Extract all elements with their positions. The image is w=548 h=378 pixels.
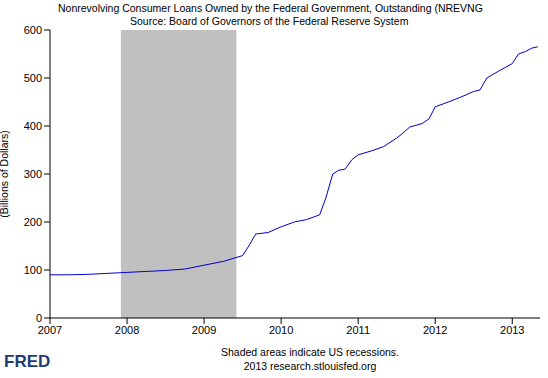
svg-text:400: 400	[24, 120, 42, 132]
svg-text:2008: 2008	[115, 324, 139, 336]
html-text:Source: Board of Governors of: Source: Board of Governors of the Federa…	[130, 15, 409, 27]
svg-text:0: 0	[36, 312, 42, 324]
html-text:Shaded areas indicate US reces: Shaded areas indicate US recessions.	[221, 346, 399, 358]
svg-text:300: 300	[24, 168, 42, 180]
svg-text:2012: 2012	[423, 324, 447, 336]
html-text:Nonrevolving Consumer Loans Ow: Nonrevolving Consumer Loans Owned by the…	[58, 2, 483, 14]
svg-text:200: 200	[24, 216, 42, 228]
svg-text:100: 100	[24, 264, 42, 276]
svg-text:(Billions of Dollars): (Billions of Dollars)	[8, 130, 10, 218]
svg-text:2009: 2009	[192, 324, 216, 336]
svg-text:2007: 2007	[38, 324, 62, 336]
html-text:FRED: FRED	[4, 352, 51, 371]
svg-text:2010: 2010	[269, 324, 293, 336]
html-text:2013 research.stlouisfed.org: 2013 research.stlouisfed.org	[243, 360, 377, 372]
svg-text:2011: 2011	[346, 324, 370, 336]
svg-text:2013: 2013	[500, 324, 524, 336]
svg-text:600: 600	[24, 24, 42, 36]
svg-text:500: 500	[24, 72, 42, 84]
